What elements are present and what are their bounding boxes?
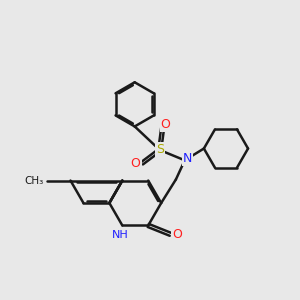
Text: CH₃: CH₃ <box>24 176 44 186</box>
Text: O: O <box>172 228 182 241</box>
Text: N: N <box>183 152 192 165</box>
Text: NH: NH <box>112 230 128 240</box>
Text: O: O <box>161 118 170 131</box>
Text: S: S <box>156 143 164 157</box>
Text: O: O <box>130 157 140 170</box>
